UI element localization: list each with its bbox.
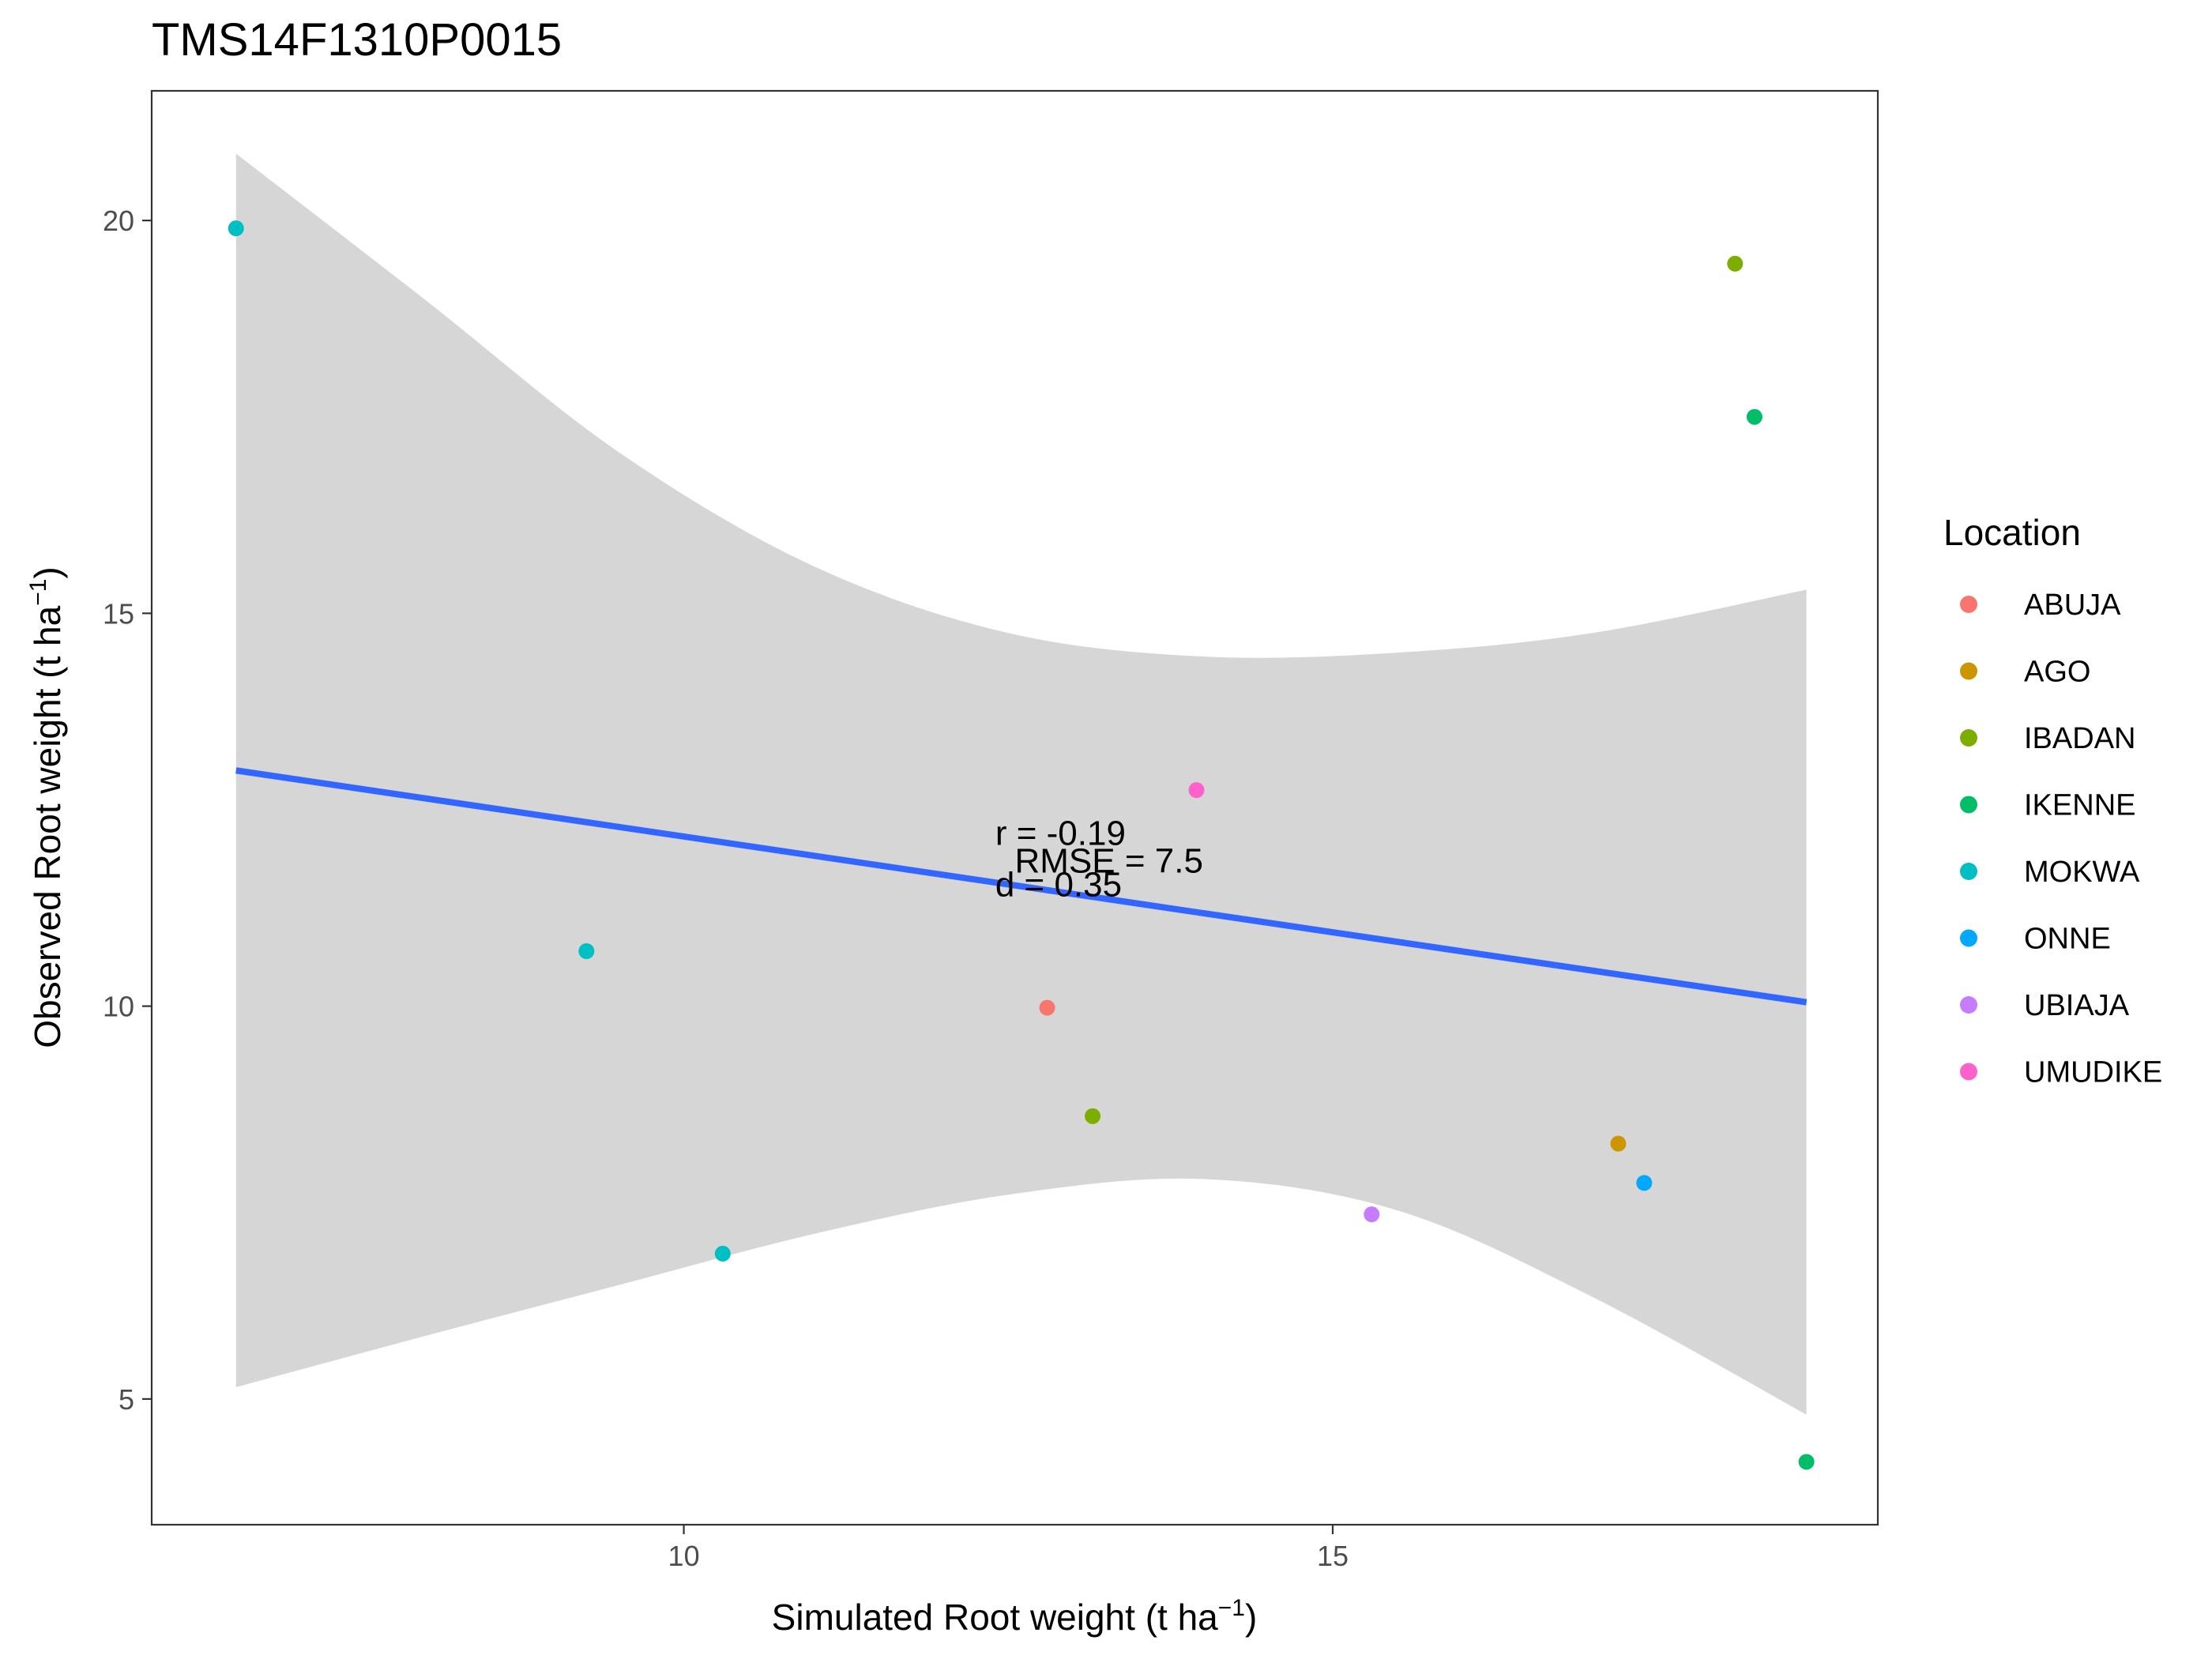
- annotation-r: r = -0.19: [995, 814, 1126, 853]
- y-tick-label-10: 10: [103, 991, 134, 1023]
- y-axis: 5 10 15 20: [103, 205, 152, 1416]
- plot-area: r = -0.19 RMSE = 7.5 d = 0.35: [150, 89, 1879, 1526]
- data-point-ikenne-1: [1746, 408, 1762, 425]
- x-axis-unit: t ha: [1157, 1597, 1218, 1638]
- legend-key-ago: [1960, 662, 1977, 680]
- legend-key-ibadan: [1960, 729, 1977, 747]
- data-point-abuja-1: [1039, 999, 1055, 1016]
- data-point-mokwa-2: [578, 943, 595, 959]
- annotation-rmse: RMSE = 7.5: [1015, 842, 1203, 881]
- legend-title: Location: [1943, 512, 2081, 553]
- legend-label-abuja: ABUJA: [2024, 589, 2121, 622]
- y-tick-label-5: 5: [118, 1383, 134, 1416]
- y-tick-label-20: 20: [103, 205, 134, 237]
- y-axis-title-label: Observed Root weight: [27, 688, 68, 1048]
- data-point-ibadan-2: [1085, 1108, 1101, 1124]
- y-axis-title: Observed Root weight (t ha−1): [25, 566, 68, 1048]
- legend-key-mokwa: [1960, 863, 1977, 880]
- annotation-d: d = 0.35: [995, 865, 1122, 904]
- x-axis-unit-exponent: −1: [1218, 1595, 1245, 1621]
- legend-label-ago: AGO: [2024, 656, 2090, 689]
- x-axis-title-label: Simulated Root weight: [772, 1597, 1135, 1638]
- data-point-onne-1: [1636, 1175, 1653, 1191]
- x-axis-title: Simulated Root weight (t ha−1): [772, 1595, 1258, 1638]
- data-point-ibadan-1: [1727, 255, 1744, 272]
- y-tick-label-15: 15: [103, 597, 134, 630]
- legend-key-ubiaja: [1960, 996, 1977, 1014]
- legend-key-ikenne: [1960, 796, 1977, 814]
- y-axis-unit-exponent: −1: [25, 579, 51, 606]
- stat-annotations: r = -0.19 RMSE = 7.5 d = 0.35: [995, 814, 1203, 905]
- legend-label-ibadan: IBADAN: [2024, 722, 2135, 755]
- data-point-umudike-1: [1188, 782, 1205, 799]
- x-axis: 10 15: [668, 1525, 1349, 1572]
- plot-border: [150, 89, 1879, 1526]
- data-point-mokwa-1: [228, 220, 244, 237]
- legend-label-ikenne: IKENNE: [2024, 789, 2135, 822]
- data-point-mokwa-3: [714, 1245, 731, 1262]
- regression-line: [235, 767, 1808, 1006]
- legend-key-umudike: [1960, 1063, 1977, 1081]
- legend: Location ABUJA AGO IBADAN IKENNE MOKWA ONNE UB…: [1943, 512, 2162, 1089]
- legend-key-onne: [1960, 929, 1977, 947]
- legend-label-onne: ONNE: [2024, 923, 2111, 956]
- x-tick-label-15: 15: [1317, 1540, 1349, 1572]
- legend-key-abuja: [1960, 596, 1977, 613]
- confidence-band: [235, 153, 1807, 1415]
- legend-items: ABUJA AGO IBADAN IKENNE MOKWA ONNE UBIAJA UMUDI…: [1960, 589, 2162, 1089]
- legend-label-ubiaja: UBIAJA: [2024, 989, 2130, 1022]
- x-tick-label-10: 10: [668, 1540, 700, 1572]
- data-point-ubiaja-1: [1364, 1206, 1380, 1223]
- data-point-ikenne-2: [1798, 1454, 1815, 1470]
- legend-label-mokwa: MOKWA: [2024, 856, 2140, 889]
- data-point-ago-1: [1610, 1135, 1627, 1152]
- legend-label-umudike: UMUDIKE: [2024, 1056, 2162, 1089]
- chart-title: TMS14F1310P0015: [152, 14, 562, 66]
- data-points: [228, 220, 1815, 1470]
- y-axis-unit: t ha: [27, 605, 68, 666]
